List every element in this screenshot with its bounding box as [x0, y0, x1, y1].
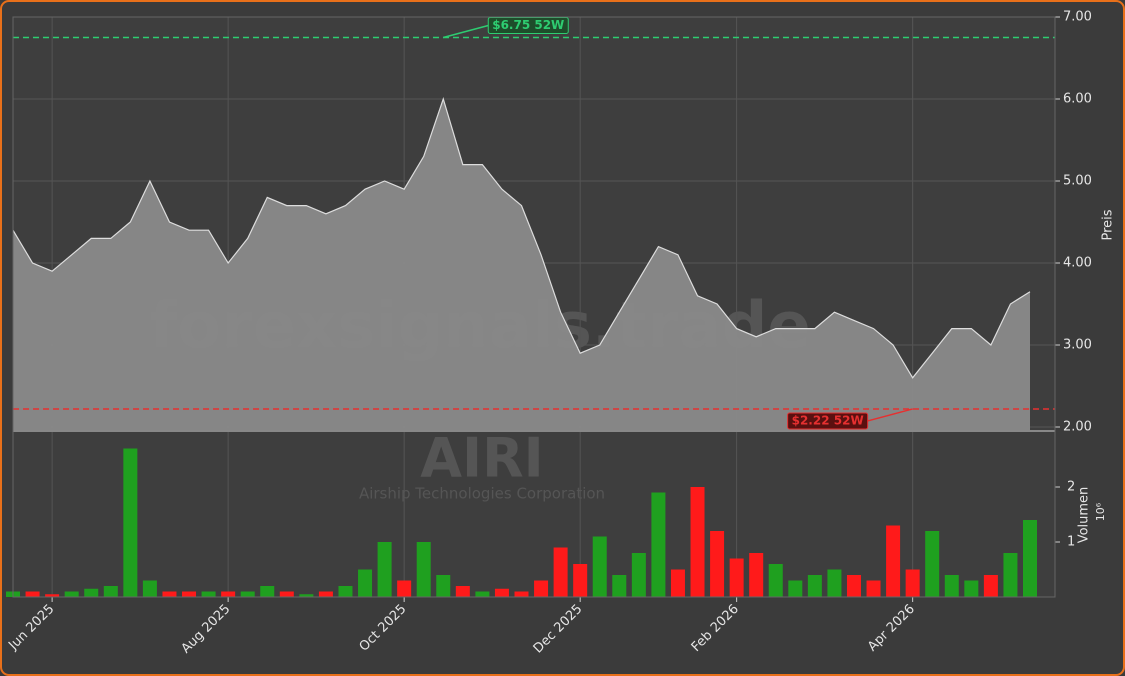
price-line — [12, 97, 1031, 379]
volume-bar — [886, 525, 901, 597]
annotation-arrow — [867, 408, 913, 422]
volume-bar — [142, 580, 157, 597]
volume-bar — [64, 591, 79, 597]
volume-bar — [553, 547, 568, 597]
volume-bar — [377, 542, 392, 597]
volume-bar — [729, 558, 744, 597]
volume-bar — [983, 575, 998, 597]
volume-bar — [240, 591, 255, 597]
volume-bar — [768, 564, 783, 597]
y-tick-label: 7.00 — [1063, 10, 1092, 25]
volume-bar — [827, 569, 842, 597]
volume-bar — [1003, 553, 1018, 597]
volume-bar — [182, 591, 197, 597]
volume-bar — [846, 575, 861, 597]
plot-border — [12, 16, 1056, 598]
volume-bar — [1023, 520, 1037, 597]
volume-bar — [279, 591, 294, 597]
volume-bar — [534, 580, 549, 597]
volume-bar — [25, 591, 40, 597]
volume-bar — [397, 580, 412, 597]
volume-bar — [670, 569, 685, 597]
volume-tick-label: 1 — [1067, 535, 1075, 550]
volume-bar — [494, 588, 509, 597]
volume-bar — [592, 536, 607, 597]
volume-bar — [690, 487, 705, 597]
volume-bar — [788, 580, 803, 597]
volume-bar — [318, 591, 333, 597]
ticker-watermark: AIRI — [420, 427, 544, 490]
volume-bar — [103, 586, 118, 597]
volume-bar — [944, 575, 959, 597]
volume-bar — [416, 542, 431, 597]
price-area — [13, 99, 1030, 430]
volume-bar — [749, 553, 764, 597]
volume-bar — [455, 586, 470, 597]
volume-bar — [475, 591, 490, 597]
volume-bar — [866, 580, 881, 597]
volume-axis-label: Volumen — [1077, 487, 1092, 544]
annotation-arrow — [443, 24, 489, 39]
volume-bar — [358, 569, 373, 597]
volume-bar — [573, 564, 588, 597]
volume-bar — [925, 531, 940, 597]
volume-bar — [631, 553, 646, 597]
volume-bar — [436, 575, 451, 597]
volume-tick-label: 2 — [1067, 480, 1075, 495]
y-tick-label: 4.00 — [1063, 256, 1092, 271]
volume-bar — [807, 575, 822, 597]
volume-bar — [299, 594, 314, 597]
volume-bar — [651, 492, 666, 597]
y-tick-label: 3.00 — [1063, 338, 1092, 353]
volume-bar — [162, 591, 177, 597]
volume-bar — [221, 591, 236, 597]
y-tick-label: 2.00 — [1063, 420, 1092, 435]
annotation-label: $2.22 52W — [792, 413, 864, 427]
volume-bar — [260, 586, 275, 597]
annotation-label: $6.75 52W — [492, 18, 564, 32]
volume-bar — [84, 588, 99, 597]
volume-bar — [905, 569, 920, 597]
volume-bar — [710, 531, 725, 597]
y-axis-label: Preis — [1101, 209, 1116, 240]
volume-bar — [123, 448, 138, 597]
volume-bar — [45, 594, 60, 597]
volume-bar — [514, 591, 529, 597]
volume-bar — [338, 586, 353, 597]
volume-exponent: 10⁶ — [1094, 502, 1107, 521]
volume-bar — [964, 580, 979, 597]
y-tick-label: 5.00 — [1063, 174, 1092, 189]
volume-bar — [612, 575, 627, 597]
company-watermark: Airship Technologies Corporation — [359, 485, 605, 503]
volume-bar — [201, 591, 216, 597]
y-tick-label: 6.00 — [1063, 92, 1092, 107]
annotation-box — [787, 412, 869, 430]
